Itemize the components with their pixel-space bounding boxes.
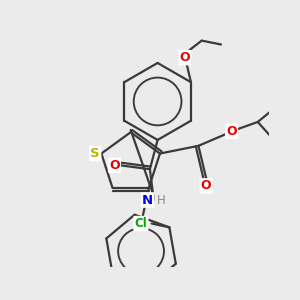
Text: O: O (226, 125, 237, 138)
Text: O: O (179, 51, 190, 64)
Text: S: S (90, 147, 100, 160)
Text: O: O (179, 51, 190, 64)
Text: S: S (90, 147, 100, 160)
Text: Cl: Cl (134, 217, 147, 230)
Text: O: O (109, 159, 120, 172)
Text: O: O (201, 179, 212, 192)
Text: Cl: Cl (134, 217, 147, 230)
Text: O: O (201, 179, 212, 192)
Text: N: N (142, 194, 153, 206)
Text: H: H (157, 194, 166, 206)
Text: O: O (226, 125, 237, 138)
Text: O: O (109, 159, 120, 172)
Text: N: N (142, 194, 153, 206)
